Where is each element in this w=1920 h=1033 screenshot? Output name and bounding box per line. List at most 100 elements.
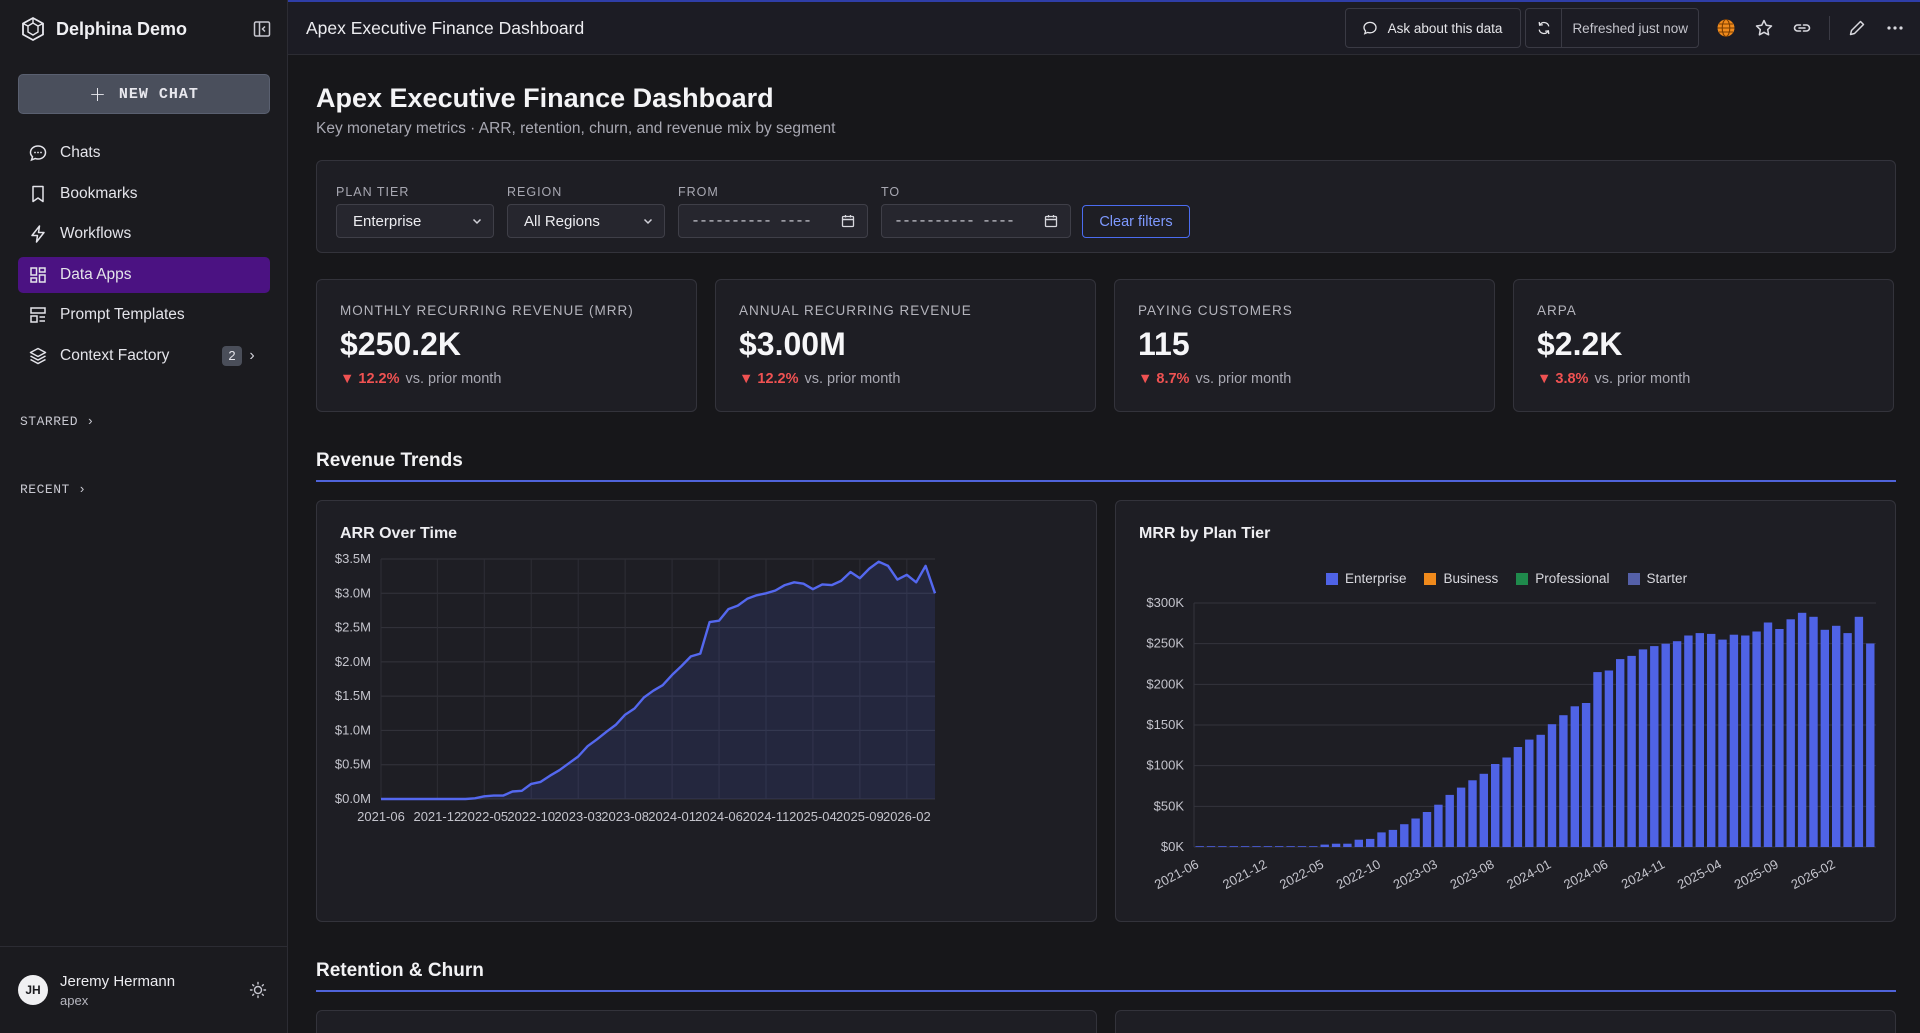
kpi-label: MONTHLY RECURRING REVENUE (MRR) [340,303,634,318]
refresh-group: Refreshed just now [1525,8,1699,48]
plan-tier-label: PLAN TIER [336,185,410,199]
grid-icon [30,266,46,283]
sidebar-item-prompt-templates[interactable]: Prompt Templates [18,297,270,333]
mrr-chart-card: MRR by Plan Tier Enterprise Business Profe… [1115,500,1896,922]
kpi-label: ANNUAL RECURRING REVENUE [739,303,972,318]
starred-section-toggle[interactable]: STARRED › [20,414,95,429]
clear-filters-button[interactable]: Clear filters [1082,205,1190,238]
kpi-delta-compare: vs. prior month [804,371,901,387]
x-tick-label: 2021-06 [357,809,405,824]
bar-enterprise [1525,739,1534,847]
bar-enterprise [1240,846,1250,847]
bar-enterprise [1513,747,1523,847]
star-icon[interactable] [1753,17,1775,39]
kpi-card-arpa: ARPA $2.2K ▼ 3.8% vs. prior month [1513,279,1894,412]
plan-tier-value: Enterprise [353,212,422,230]
bar-enterprise [1832,625,1841,847]
bar-enterprise [1286,846,1295,847]
bar-enterprise [1252,846,1261,847]
arr-over-time-chart: $0.0M $0.5M $1.0M $1.5M $2.0M $2.5M $3.0M $3.5M… [335,551,937,824]
ask-about-data-button[interactable]: Ask about this data [1344,8,1522,48]
y-tick-label: $150K [1146,717,1184,732]
sidebar-item-context-factory[interactable]: Context Factory 2 › [18,338,270,374]
link-icon[interactable] [1791,17,1813,39]
user-profile[interactable]: JH Jeremy Hermann apex [0,946,288,1033]
y-tick-label: $2.0M [335,654,371,669]
region-value: All Regions [524,212,600,230]
dashboard-main: Apex Executive Finance Dashboard Key mon… [288,55,1920,1033]
ask-about-data-label: Ask about this data [1387,20,1503,36]
sidebar-item-bookmarks[interactable]: Bookmarks [18,176,270,212]
calendar-icon[interactable] [1044,214,1058,228]
new-chat-button[interactable]: + NEW CHAT [18,74,270,114]
sidebar-item-chats[interactable]: Chats [18,135,270,171]
chat-bubble-icon [1362,21,1377,35]
bar-enterprise [1729,634,1739,847]
region-select[interactable]: All Regions [507,204,665,238]
bar-enterprise [1570,706,1579,847]
plan-tier-select[interactable]: Enterprise [336,204,494,238]
kpi-delta: ▼ 12.2% vs. prior month [739,371,1095,387]
from-date-input[interactable]: ---------- ---- [678,204,868,238]
x-tick-label: 2022-05 [460,809,508,824]
sidebar-item-label: Data Apps [60,265,132,283]
bar-enterprise [1559,715,1568,847]
x-tick-label: 2026-02 [1788,856,1837,892]
sidebar-item-workflows[interactable]: Workflows [18,216,270,252]
x-tick-label: 2021-12 [413,809,461,824]
legend-item[interactable]: Professional [1516,571,1610,586]
kpi-value: 115 [1138,326,1190,362]
mrr-by-plan-tier-chart: $0K $50K $100K $150K $200K $250K $300K 2021-06 2… [1146,595,1876,892]
collapse-sidebar-icon[interactable] [252,19,272,39]
legend-swatch [1627,572,1640,585]
more-options-icon[interactable] [1884,17,1906,39]
arr-chart-card: ARR Over Time $0.0M $0.5M $1.0M $1.5M $2.0M $… [316,500,1097,922]
calendar-icon[interactable] [841,214,855,228]
bar-enterprise [1354,839,1363,847]
sidebar-item-data-apps[interactable]: Data Apps [18,256,270,293]
user-name: Jeremy Hermann [60,972,176,990]
y-tick-label: $1.0M [335,722,371,737]
legend-item[interactable]: Business [1424,571,1498,586]
x-tick-label: 2024-01 [1504,856,1553,892]
bar-enterprise [1866,643,1875,847]
bar-enterprise [1638,649,1648,847]
refresh-button[interactable] [1526,9,1563,47]
x-tick-label: 2021-06 [1152,856,1201,892]
starred-label: STARRED [20,414,79,429]
plus-icon: + [89,82,107,106]
edit-pencil-icon[interactable] [1846,17,1868,39]
kpi-delta-value: ▼ 12.2% [340,371,400,387]
sun-icon[interactable] [248,980,268,1000]
refresh-icon [1538,21,1550,35]
section-title-revenue-trends: Revenue Trends [316,450,463,471]
globe-icon[interactable] [1715,17,1737,39]
bar-enterprise [1309,846,1318,847]
legend-item[interactable]: Enterprise [1325,571,1406,586]
recent-label: RECENT [20,482,70,497]
bar-enterprise [1786,619,1795,847]
delphina-logo-icon [22,16,44,42]
sidebar-item-label: Bookmarks [60,184,138,202]
recent-section-toggle[interactable]: RECENT › [20,482,86,497]
y-tick-label: $1.5M [335,688,371,703]
to-date-input[interactable]: ---------- ---- [881,204,1071,238]
y-tick-label: $300K [1146,595,1184,610]
bar-enterprise [1275,846,1284,847]
kpi-card-mrr: MONTHLY RECURRING REVENUE (MRR) $250.2K … [316,279,697,412]
x-tick-label: 2024-11 [1619,856,1667,891]
template-icon [30,307,46,323]
sidebar-item-label: Prompt Templates [60,306,185,323]
brand: Delphina Demo [20,14,272,44]
bar-enterprise [1479,773,1488,847]
x-tick-label: 2024-06 [695,809,743,824]
page-title: Apex Executive Finance Dashboard [316,83,774,113]
legend-item[interactable]: Starter [1627,571,1687,586]
y-tick-label: $200K [1146,676,1184,691]
layers-icon [29,347,47,364]
sidebar: Delphina Demo + NEW CHAT Chats Bookmarks [0,0,288,1033]
chevron-right-icon[interactable]: › [249,346,255,364]
to-label: TO [881,185,901,199]
arr-area [381,561,935,799]
filter-bar: PLAN TIER Enterprise REGION All Regions … [316,160,1896,253]
